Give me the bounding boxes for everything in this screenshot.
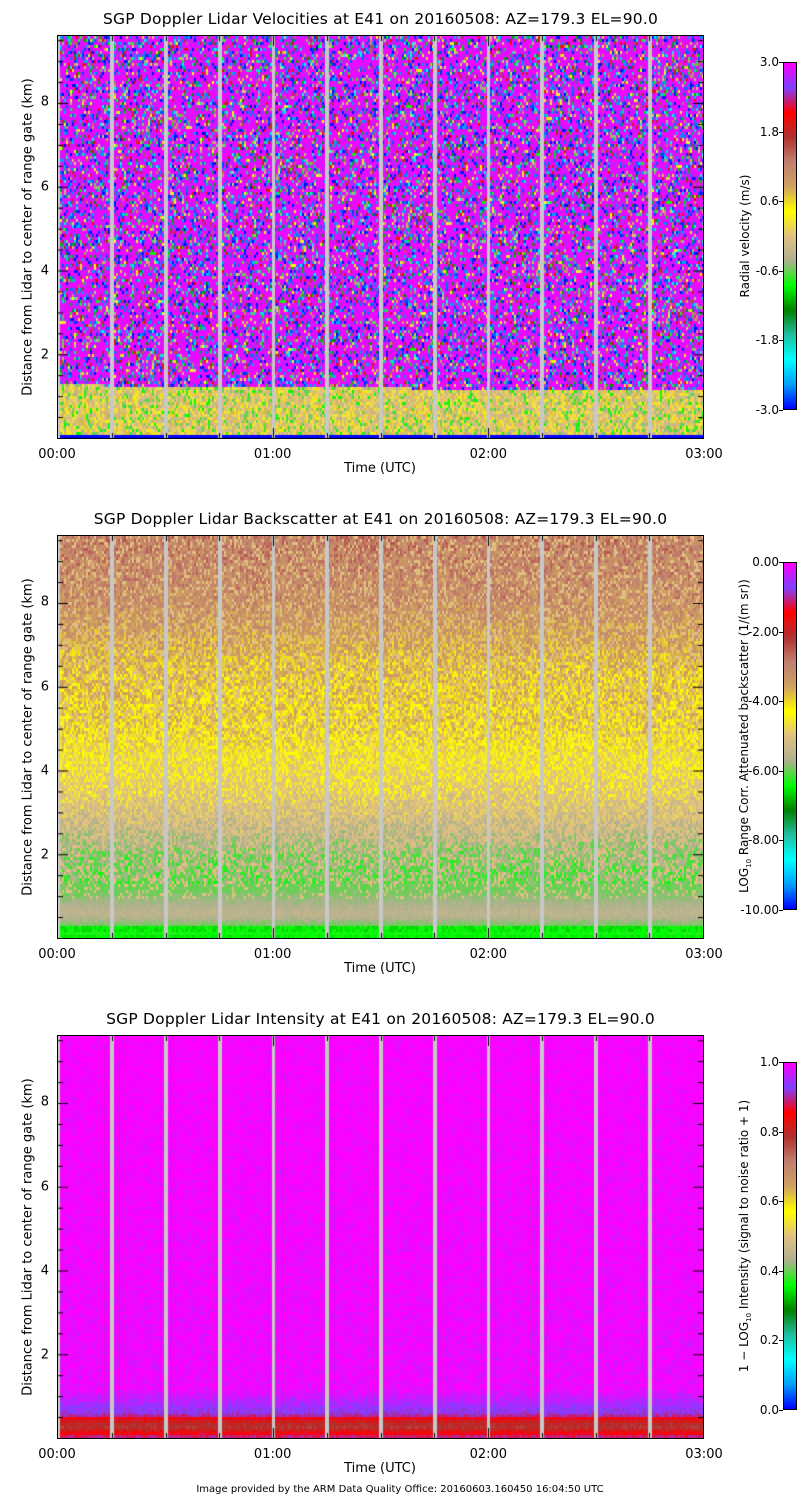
- x-axis-label: Time (UTC): [344, 461, 416, 476]
- colorbar-tick-label: 0.4: [759, 1263, 779, 1278]
- y-tick-label: 2: [40, 847, 49, 863]
- colorbar-tick-mark: [779, 201, 783, 203]
- y-tick-label: 4: [40, 263, 49, 279]
- x-axis-label: Time (UTC): [344, 1461, 416, 1476]
- x-tick-label: 03:00: [685, 1447, 723, 1462]
- x-tick-label: 02:00: [469, 1447, 508, 1462]
- colorbar-tick-label: -3.0: [755, 403, 779, 417]
- colorbar-label: LOG10 Range Corr. Attenuated backscatter…: [737, 579, 753, 893]
- colorbar-tick-mark: [779, 1062, 783, 1063]
- colorbar-tick-mark: [779, 270, 783, 272]
- y-tick-label: 8: [40, 94, 49, 110]
- colorbar-tick-mark: [779, 410, 783, 411]
- colorbar-tick-label: -1.8: [755, 333, 779, 348]
- colorbar-label-suffix: Range Corr. Attenuated backscatter (1/(m…: [736, 579, 751, 859]
- chart-title: SGP Doppler Lidar Intensity at E41 on 20…: [106, 1010, 655, 1028]
- y-tick-label: 2: [40, 347, 49, 363]
- backscatter-heatmap: [57, 535, 704, 939]
- y-tick-label: 4: [40, 1263, 49, 1279]
- x-tick-label: 00:00: [38, 947, 76, 962]
- colorbar: [783, 62, 797, 410]
- colorbar-tick-label: 1.8: [759, 124, 779, 139]
- x-tick-label: 02:00: [469, 947, 508, 962]
- colorbar-tick-mark: [779, 1201, 783, 1203]
- colorbar: [783, 562, 797, 910]
- x-tick-label: 03:00: [685, 947, 723, 962]
- colorbar-tick-label: -10.00: [740, 903, 779, 917]
- colorbar-tick-label: 3.0: [759, 55, 779, 69]
- x-tick-label: 00:00: [38, 447, 76, 462]
- velocity-heatmap: [57, 35, 704, 439]
- colorbar-tick-mark: [779, 62, 783, 63]
- footer-credit: Image provided by the ARM Data Quality O…: [196, 1484, 604, 1495]
- x-axis-label: Time (UTC): [344, 961, 416, 976]
- colorbar-tick-label: 0.8: [759, 1124, 779, 1139]
- y-tick-label: 4: [40, 763, 49, 779]
- colorbar-tick-mark: [779, 1270, 783, 1272]
- colorbar-tick-label: 0.2: [759, 1333, 779, 1348]
- colorbar-tick-mark: [779, 840, 783, 842]
- colorbar-tick-label: -6.00: [747, 763, 779, 778]
- colorbar-label-prefix: 1 − LOG: [736, 1321, 751, 1373]
- y-tick-label: 6: [40, 179, 49, 194]
- colorbar-tick-mark: [779, 1410, 783, 1411]
- backscatter-panel: SGP Doppler Lidar Backscatter at E41 on …: [0, 500, 800, 1000]
- y-axis-label: Distance from Lidar to center of range g…: [20, 78, 36, 396]
- intensity-heatmap: [57, 1035, 704, 1439]
- heatmap-canvas: [58, 36, 703, 438]
- colorbar-label: 1 − LOG10 Intensity (signal to noise rat…: [737, 1100, 753, 1372]
- colorbar-tick-label: -4.00: [747, 694, 779, 709]
- colorbar-label-text: Radial velocity (m/s): [738, 174, 752, 298]
- colorbar-label-sub: 10: [745, 858, 754, 868]
- colorbar-tick-mark: [779, 562, 783, 563]
- colorbar-tick-mark: [779, 770, 783, 772]
- colorbar-tick-mark: [779, 340, 783, 342]
- colorbar-label-prefix: LOG: [736, 867, 751, 893]
- colorbar-tick-label: 0.6: [759, 194, 779, 209]
- y-tick-label: 8: [40, 594, 49, 610]
- colorbar-tick-label: -0.6: [755, 263, 779, 278]
- colorbar: [783, 1062, 797, 1410]
- colorbar-tick-mark: [779, 910, 783, 911]
- colorbar-label-sub: 10: [745, 1312, 754, 1322]
- y-axis-label: Distance from Lidar to center of range g…: [20, 578, 36, 896]
- intensity-panel: SGP Doppler Lidar Intensity at E41 on 20…: [0, 1000, 800, 1500]
- x-tick-label: 00:00: [38, 1447, 76, 1462]
- x-tick-label: 01:00: [253, 947, 292, 962]
- x-tick-label: 01:00: [253, 1447, 292, 1462]
- colorbar-tick-label: 0.00: [752, 555, 779, 569]
- colorbar-tick-label: 0.6: [759, 1194, 779, 1209]
- x-tick-label: 03:00: [685, 447, 723, 462]
- colorbar-tick-mark: [779, 701, 783, 703]
- colorbar-tick-mark: [779, 131, 783, 133]
- y-axis-label: Distance from Lidar to center of range g…: [20, 1078, 36, 1396]
- x-tick-label: 01:00: [253, 447, 292, 462]
- y-tick-label: 6: [40, 1179, 49, 1194]
- colorbar-tick-mark: [779, 1340, 783, 1342]
- colorbar-tick-label: -8.00: [747, 833, 779, 848]
- y-tick-label: 8: [40, 1094, 49, 1110]
- chart-title: SGP Doppler Lidar Backscatter at E41 on …: [93, 510, 668, 528]
- x-tick-label: 02:00: [469, 447, 508, 462]
- colorbar-tick-label: -2.00: [747, 624, 779, 639]
- colorbar-label-suffix: Intensity (signal to noise ratio + 1): [736, 1099, 751, 1313]
- velocity-panel: SGP Doppler Lidar Velocities at E41 on 2…: [0, 0, 800, 500]
- y-tick-label: 6: [40, 679, 49, 694]
- heatmap-canvas: [58, 536, 703, 938]
- colorbar-tick-mark: [779, 631, 783, 633]
- colorbar-tick-label: 1.0: [759, 1055, 779, 1069]
- colorbar-label: Radial velocity (m/s): [738, 175, 752, 298]
- chart-title: SGP Doppler Lidar Velocities at E41 on 2…: [102, 10, 659, 28]
- colorbar-tick-mark: [779, 1131, 783, 1133]
- heatmap-canvas: [58, 1036, 703, 1438]
- y-tick-label: 2: [40, 1347, 49, 1363]
- colorbar-tick-label: 0.0: [759, 1403, 779, 1417]
